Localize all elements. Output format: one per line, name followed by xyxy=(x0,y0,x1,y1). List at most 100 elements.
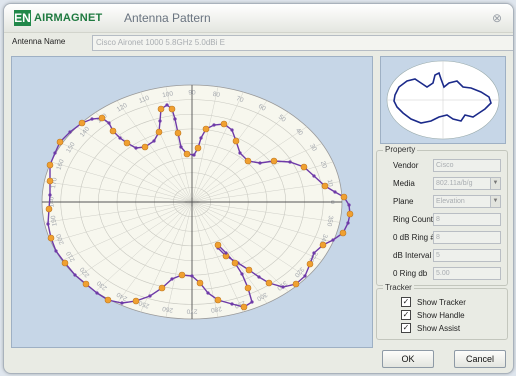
property-select[interactable]: 802.11a/b/g ▼ xyxy=(433,177,501,190)
antenna-pattern-line[interactable] xyxy=(47,104,351,308)
property-select[interactable]: Elevation ▼ xyxy=(433,195,501,208)
pattern-handle[interactable] xyxy=(270,157,278,165)
checkbox[interactable]: ✓ xyxy=(401,297,411,307)
pattern-handle[interactable] xyxy=(346,210,354,218)
pattern-handle[interactable] xyxy=(157,105,165,113)
pattern-handle[interactable] xyxy=(45,205,53,213)
pattern-handle[interactable] xyxy=(61,259,69,267)
tracker-option[interactable]: ✓ Show Assist xyxy=(401,322,460,334)
property-field[interactable]: 8 xyxy=(433,231,501,244)
property-label: Vendor xyxy=(393,161,419,170)
property-legend: Property xyxy=(383,145,418,154)
angle-label: 0 xyxy=(328,200,335,204)
pattern-handle[interactable] xyxy=(231,259,239,267)
property-field[interactable]: Cisco xyxy=(433,159,501,172)
pattern-handle[interactable] xyxy=(220,120,228,128)
tracker-option-label: Show Handle xyxy=(417,310,465,320)
pattern-handle[interactable] xyxy=(141,143,149,151)
pattern-handle[interactable] xyxy=(174,129,182,137)
pattern-handle[interactable] xyxy=(202,125,210,133)
antenna-name-field[interactable]: Cisco Aironet 1000 5.8GHz 5.0dBi E xyxy=(92,35,513,51)
tracker-option-label: Show Tracker xyxy=(417,297,466,307)
pattern-handle[interactable] xyxy=(56,138,64,146)
chevron-down-icon[interactable]: ▼ xyxy=(490,196,500,207)
pattern-point xyxy=(312,251,316,255)
polar-plot[interactable]: 0102030405060708090100110120130140150160… xyxy=(12,57,372,347)
pattern-handle[interactable] xyxy=(240,303,248,311)
pattern-handle[interactable] xyxy=(194,144,202,152)
angle-label: 20 xyxy=(319,160,328,170)
chevron-down-icon[interactable]: ▼ xyxy=(490,178,500,189)
checkbox[interactable]: ✓ xyxy=(401,310,411,320)
property-value: Cisco xyxy=(436,162,454,169)
ok-button[interactable]: OK xyxy=(382,350,434,368)
property-value: Elevation xyxy=(436,198,465,205)
pattern-handle[interactable] xyxy=(46,177,54,185)
pattern-point xyxy=(165,103,169,107)
pattern-handle[interactable] xyxy=(155,128,163,136)
grid-spoke xyxy=(61,143,193,203)
pattern-handle[interactable] xyxy=(104,296,112,304)
pattern-handle[interactable] xyxy=(292,280,300,288)
pattern-handle[interactable] xyxy=(47,234,55,242)
pattern-handle[interactable] xyxy=(214,241,222,249)
angle-label: 70 xyxy=(235,95,245,104)
pattern-handle[interactable] xyxy=(109,127,117,135)
pattern-handle[interactable] xyxy=(245,266,253,274)
pattern-handle[interactable] xyxy=(321,182,329,190)
grid-spoke xyxy=(191,201,334,243)
pattern-handle[interactable] xyxy=(132,297,140,305)
tracker-option[interactable]: ✓ Show Handle xyxy=(401,309,465,321)
pattern-handle[interactable] xyxy=(82,280,90,288)
pattern-handle[interactable] xyxy=(340,193,348,201)
pattern-point xyxy=(148,294,152,298)
pattern-handle[interactable] xyxy=(158,284,166,292)
pattern-handle[interactable] xyxy=(178,271,186,279)
pattern-handle[interactable] xyxy=(265,279,273,287)
pattern-handle[interactable] xyxy=(214,296,222,304)
angle-label: 240 xyxy=(115,290,128,302)
window-title: Antenna Pattern xyxy=(124,11,211,25)
close-icon[interactable]: ⊗ xyxy=(491,11,502,25)
pattern-handle[interactable] xyxy=(196,279,204,287)
property-field[interactable]: 5.00 xyxy=(433,267,501,280)
pattern-point xyxy=(281,285,285,289)
pattern-point xyxy=(257,275,261,279)
grid-spoke xyxy=(191,161,334,203)
angle-label: 60 xyxy=(257,103,267,113)
pattern-handle[interactable] xyxy=(78,119,86,127)
pattern-handle[interactable] xyxy=(244,284,252,292)
pattern-handle[interactable] xyxy=(232,137,240,145)
antenna-name-row: Antenna Name Cisco Aironet 1000 5.8GHz 5… xyxy=(12,35,513,51)
pattern-handle[interactable] xyxy=(306,260,314,268)
pattern-handle[interactable] xyxy=(183,150,191,158)
pattern-point xyxy=(48,193,52,197)
angle-label: 210 xyxy=(65,250,77,263)
pattern-handle[interactable] xyxy=(244,157,252,165)
pattern-handle[interactable] xyxy=(319,241,327,249)
pattern-handle[interactable] xyxy=(300,163,308,171)
property-field[interactable]: 5 xyxy=(433,249,501,262)
pattern-point xyxy=(199,136,203,140)
polar-plot-panel[interactable]: 0102030405060708090100110120130140150160… xyxy=(11,56,373,348)
pattern-handle[interactable] xyxy=(46,161,54,169)
pattern-handle[interactable] xyxy=(123,139,131,147)
grid-spoke xyxy=(61,201,193,261)
logo-text: AIRMAGNET xyxy=(34,12,103,24)
property-row: dB Interval 5 xyxy=(377,249,507,263)
pattern-point xyxy=(346,221,350,225)
angle-label: 280 xyxy=(210,305,222,314)
property-row: 0 Ring db 5.00 xyxy=(377,267,507,281)
checkbox[interactable]: ✓ xyxy=(401,323,411,333)
antenna-name-label: Antenna Name xyxy=(12,37,66,46)
grid-spoke xyxy=(191,86,219,203)
cancel-button[interactable]: Cancel xyxy=(454,350,506,368)
tracker-option[interactable]: ✓ Show Tracker xyxy=(401,296,466,308)
pattern-handle[interactable] xyxy=(98,114,106,122)
pattern-point xyxy=(53,151,57,155)
title-bar[interactable]: EN AIRMAGNET Antenna Pattern ⊗ xyxy=(4,4,513,33)
pattern-handle[interactable] xyxy=(168,105,176,113)
grid-spoke xyxy=(76,126,193,203)
property-field[interactable]: 8 xyxy=(433,213,501,226)
pattern-handle[interactable] xyxy=(339,229,347,237)
